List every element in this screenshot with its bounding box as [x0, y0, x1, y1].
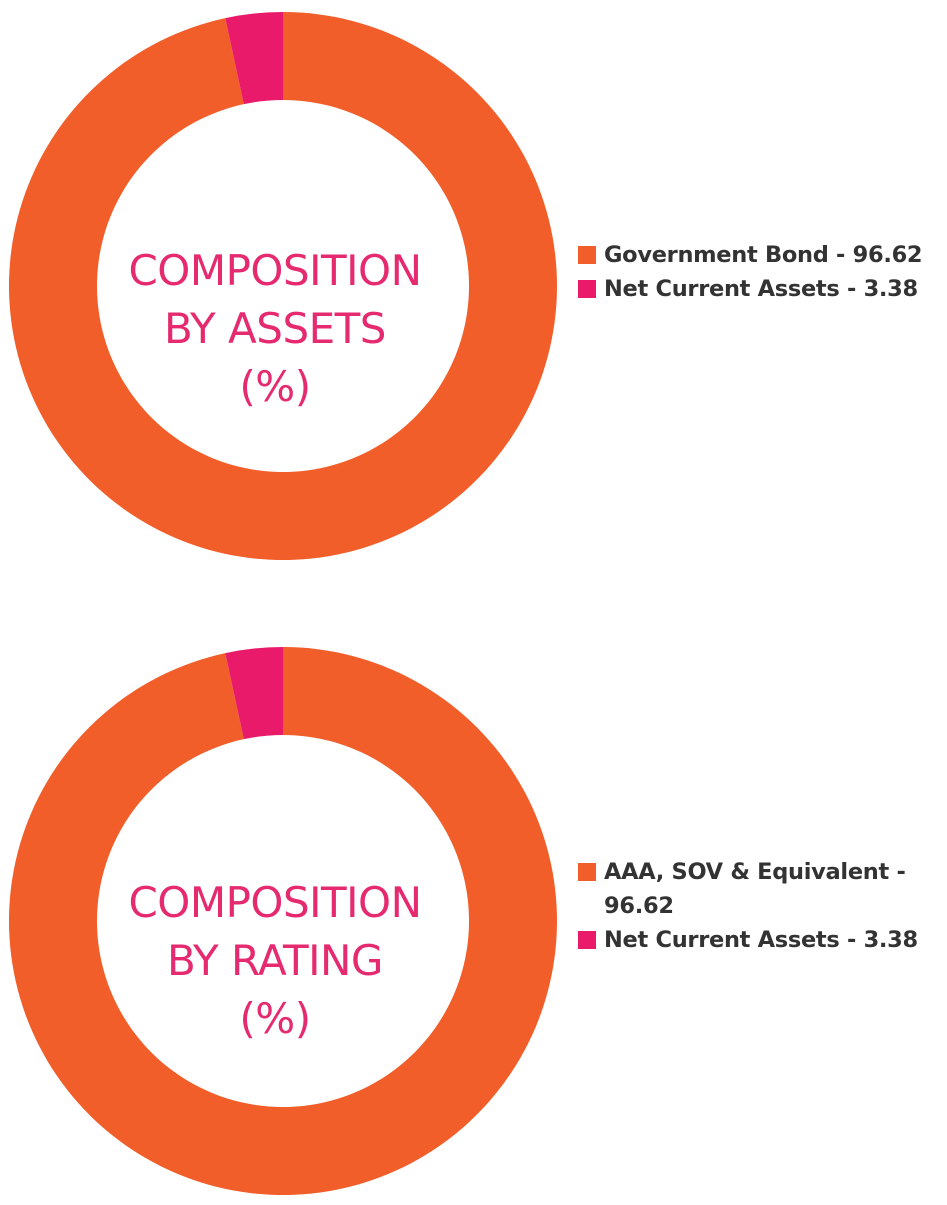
- legend-swatch-pink: [578, 280, 596, 298]
- legend-item-net-current-assets: Net Current Assets - 3.38: [578, 272, 938, 306]
- legend-item-aaa-sov-equivalent: AAA, SOV & Equivalent - 96.62: [578, 855, 938, 923]
- legend-swatch-pink: [578, 931, 596, 949]
- donut-slice-net-current-assets: [225, 647, 283, 740]
- composition-by-rating-chart: COMPOSITION BY RATING (%) AAA, SOV & Equ…: [0, 645, 947, 1205]
- assets-title-line-2: BY ASSETS: [164, 304, 386, 353]
- donut-slice-government-bond: [8, 12, 557, 560]
- legend-swatch-orange: [578, 246, 596, 264]
- legend-label-line-2: 96.62: [604, 893, 674, 919]
- donut-slice-net-current-assets: [225, 12, 283, 105]
- rating-donut: [8, 647, 557, 1195]
- rating-legend: AAA, SOV & Equivalent - 96.62 Net Curren…: [578, 855, 938, 957]
- rating-title-line-1: COMPOSITION: [128, 878, 422, 927]
- legend-swatch-orange: [578, 863, 596, 881]
- donut-slice-aaa-sov-equivalent: [8, 647, 557, 1195]
- assets-title-line-3: (%): [239, 362, 311, 411]
- assets-title-line-1: COMPOSITION: [128, 246, 422, 295]
- legend-item-government-bond: Government Bond - 96.62: [578, 238, 938, 272]
- assets-donut: [8, 12, 557, 560]
- assets-center-title: COMPOSITION BY ASSETS (%): [100, 242, 450, 416]
- legend-label: Net Current Assets - 3.38: [604, 927, 918, 953]
- legend-label: Net Current Assets - 3.38: [604, 276, 918, 302]
- composition-by-assets-chart: COMPOSITION BY ASSETS (%) Government Bon…: [0, 0, 947, 560]
- assets-legend: Government Bond - 96.62 Net Current Asse…: [578, 238, 938, 306]
- legend-item-net-current-assets: Net Current Assets - 3.38: [578, 923, 938, 957]
- legend-label: Government Bond - 96.62: [604, 242, 923, 268]
- rating-center-title: COMPOSITION BY RATING (%): [100, 874, 450, 1048]
- rating-title-line-3: (%): [239, 994, 311, 1043]
- legend-label-line-1: AAA, SOV & Equivalent -: [604, 859, 906, 885]
- rating-title-line-2: BY RATING: [167, 936, 383, 985]
